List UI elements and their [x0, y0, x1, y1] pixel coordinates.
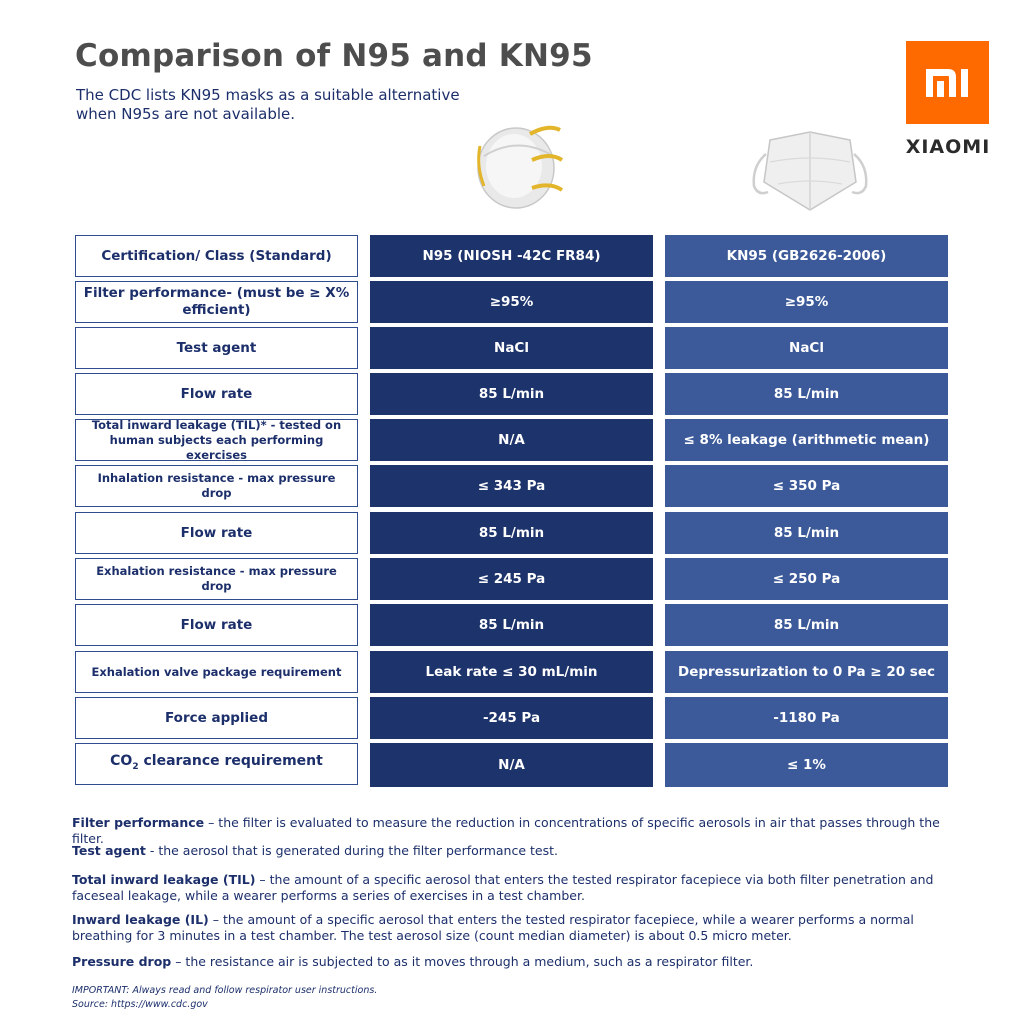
definition-item: Pressure drop – the resistance air is su…: [72, 954, 754, 969]
row-label: Force applied: [75, 697, 358, 739]
row-n95-value: 85 L/min: [370, 512, 653, 554]
row-kn95-value: Depressurization to 0 Pa ≥ 20 sec: [665, 651, 948, 693]
source-note: Source: https://www.cdc.gov: [72, 999, 208, 1010]
row-kn95-value: NaCl: [665, 327, 948, 369]
row-n95-value: 85 L/min: [370, 604, 653, 646]
table-header-kn95: KN95 (GB2626-2006): [665, 235, 948, 277]
row-kn95-value: ≥95%: [665, 281, 948, 323]
row-label: Exhalation resistance - max pressure dro…: [75, 558, 358, 600]
row-label: Exhalation valve package requirement: [75, 651, 358, 693]
row-n95-value: ≥95%: [370, 281, 653, 323]
row-n95-value: ≤ 343 Pa: [370, 465, 653, 507]
row-label: Test agent: [75, 327, 358, 369]
row-label: Flow rate: [75, 512, 358, 554]
row-label: Total inward leakage (TIL)* - tested on …: [75, 418, 358, 462]
mi-logo-icon: [926, 69, 968, 97]
kn95-mask-image: [752, 131, 868, 211]
important-note: IMPORTANT: Always read and follow respir…: [72, 985, 378, 996]
row-kn95-value: ≤ 1%: [665, 743, 948, 787]
page-title: Comparison of N95 and KN95: [75, 38, 593, 74]
row-label: CO2 clearance requirement: [75, 743, 358, 785]
row-n95-value: ≤ 245 Pa: [370, 558, 653, 600]
row-n95-value: Leak rate ≤ 30 mL/min: [370, 651, 653, 693]
row-kn95-value: 85 L/min: [665, 604, 948, 646]
row-kn95-value: -1180 Pa: [665, 697, 948, 739]
row-kn95-value: ≤ 8% leakage (arithmetic mean): [665, 419, 948, 461]
row-label: Inhalation resistance - max pressure dro…: [75, 465, 358, 507]
row-kn95-value: ≤ 250 Pa: [665, 558, 948, 600]
table-header-label: Certification/ Class (Standard): [75, 235, 358, 277]
definition-item: Filter performance – the filter is evalu…: [72, 815, 940, 846]
row-label: Filter performance- (must be ≥ X% effici…: [75, 281, 358, 323]
subtitle-line: The CDC lists KN95 masks as a suitable a…: [76, 86, 460, 104]
row-n95-value: NaCl: [370, 327, 653, 369]
definition-item: Total inward leakage (TIL) – the amount …: [72, 872, 934, 903]
definition-item: Test agent - the aerosol that is generat…: [72, 843, 558, 858]
row-kn95-value: ≤ 350 Pa: [665, 465, 948, 507]
xiaomi-logo: mi: [906, 41, 989, 124]
co2-label: CO2 clearance requirement: [110, 752, 323, 772]
row-label: Flow rate: [75, 373, 358, 415]
row-kn95-value: 85 L/min: [665, 373, 948, 415]
row-label: Flow rate: [75, 604, 358, 646]
row-n95-value: N/A: [370, 419, 653, 461]
row-kn95-value: 85 L/min: [665, 512, 948, 554]
definition-item: Inward leakage (IL) – the amount of a sp…: [72, 912, 914, 943]
page-subtitle: The CDC lists KN95 masks as a suitable a…: [76, 86, 496, 124]
xiaomi-wordmark: XIAOMI: [905, 136, 991, 158]
row-n95-value: N/A: [370, 743, 653, 787]
n95-mask-image: [477, 125, 564, 209]
row-n95-value: -245 Pa: [370, 697, 653, 739]
table-header-n95: N95 (NIOSH -42C FR84): [370, 235, 653, 277]
subtitle-line: when N95s are not available.: [76, 105, 296, 123]
row-n95-value: 85 L/min: [370, 373, 653, 415]
